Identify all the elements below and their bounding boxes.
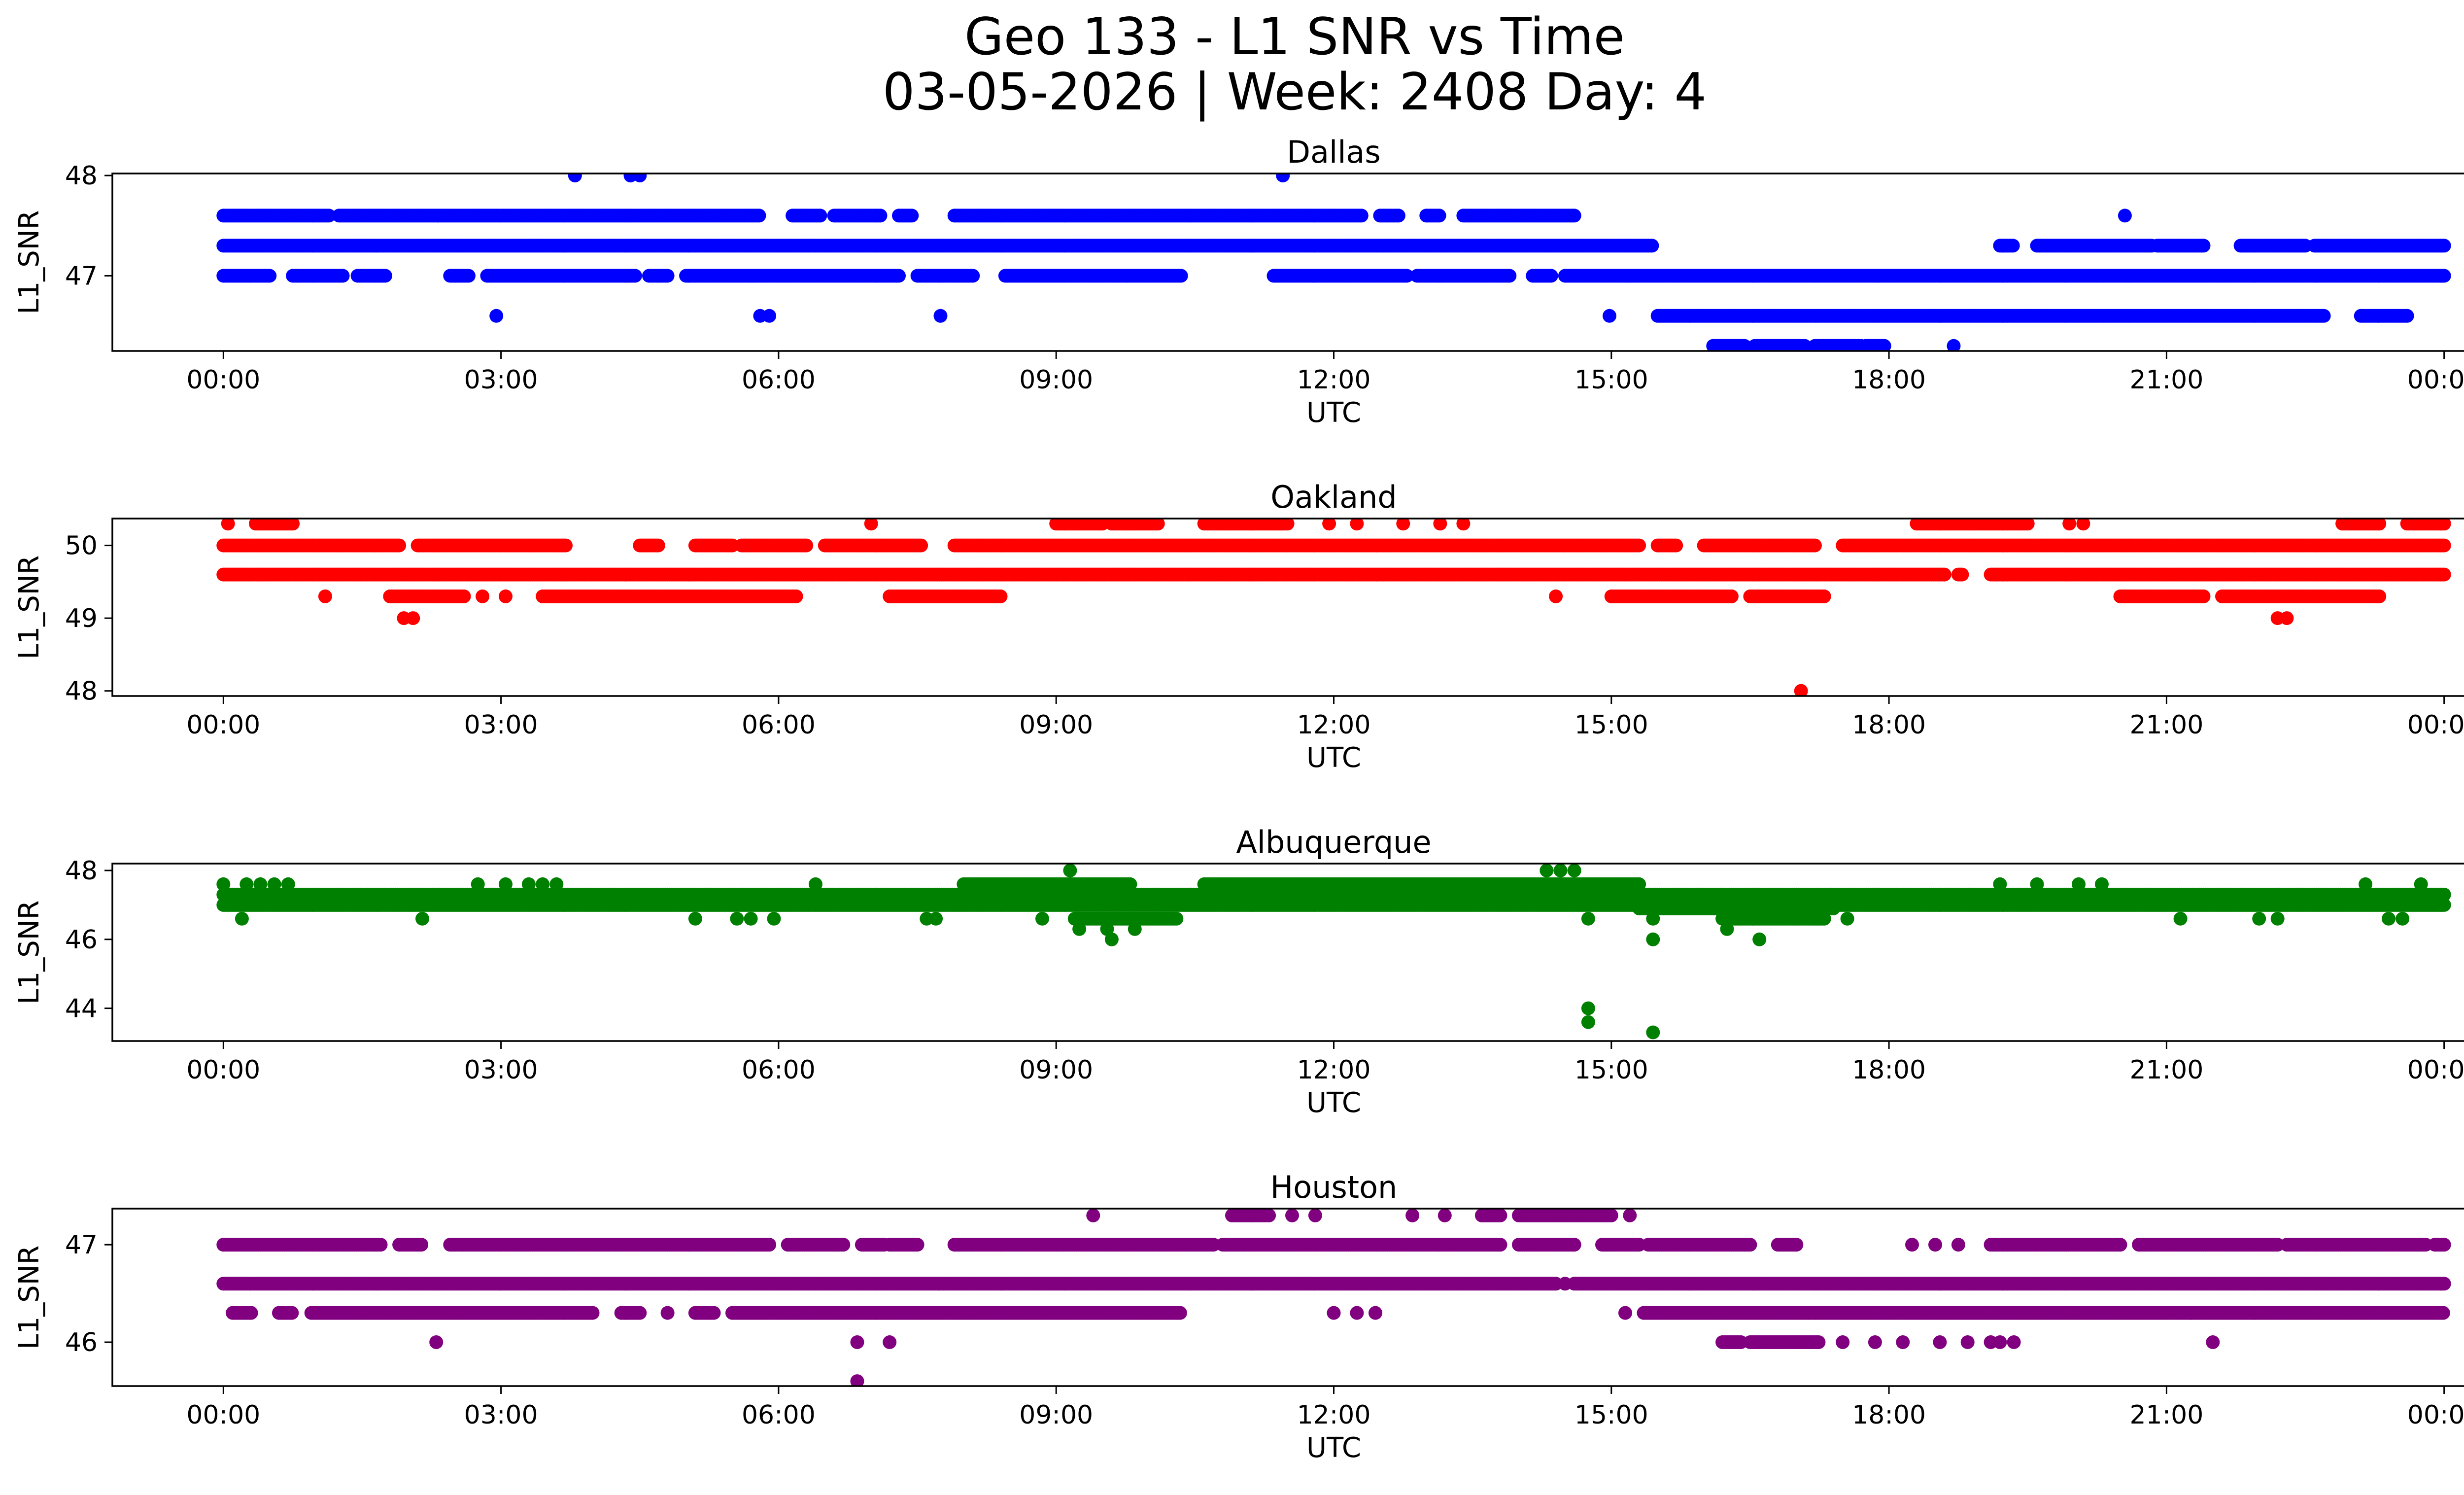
- data-point: [392, 538, 407, 553]
- data-point: [1947, 339, 1961, 351]
- data-point: [1432, 209, 1446, 223]
- data-point: [1955, 567, 1969, 582]
- subplot-dallas: Dallas 00:00 03:00 06:00 09:00 12:00 15:00 18:0…: [13, 134, 2464, 429]
- data-point: [905, 209, 919, 223]
- x-tick-label: 00:00: [186, 365, 260, 395]
- data-point: [1354, 209, 1369, 223]
- x-tick-label: 15:00: [1574, 365, 1648, 395]
- data-point: [1798, 339, 1812, 351]
- data-point: [461, 269, 476, 283]
- data-point: [1276, 174, 1290, 183]
- data-point: [914, 538, 928, 553]
- data-point: [336, 269, 350, 283]
- data-point: [378, 269, 392, 283]
- data-point: [1645, 239, 1659, 253]
- data-point: [1400, 269, 1414, 283]
- data-point: [1544, 269, 1558, 283]
- data-point: [559, 538, 573, 553]
- data-point: [628, 269, 642, 283]
- data-point: [1738, 339, 1752, 351]
- data-point: [633, 174, 647, 183]
- data-point: [322, 209, 336, 223]
- data-point: [892, 269, 906, 283]
- data-point: [2437, 269, 2451, 283]
- data-point: [489, 309, 504, 323]
- data-point: [813, 209, 827, 223]
- y-axis-label: L1_SNR: [13, 210, 45, 314]
- data-point: [1503, 269, 1517, 283]
- data-point: [2006, 239, 2020, 253]
- figure-title-line1: Geo 133 - L1 SNR vs Time: [964, 7, 1625, 67]
- data-point: [1174, 269, 1188, 283]
- data-series: [216, 519, 2451, 696]
- data-point: [1567, 209, 1581, 223]
- subplot-title: Oakland: [1270, 479, 1397, 515]
- data-point: [651, 538, 665, 553]
- x-tick-label: 00:00: [2407, 365, 2464, 395]
- data-point: [263, 269, 277, 283]
- data-point: [660, 269, 675, 283]
- subplot-panels: Dallas 00:00 03:00 06:00 09:00 12:00 15:00 18:0…: [13, 134, 2464, 1464]
- x-axis-label: UTC: [1306, 397, 1361, 429]
- data-point: [799, 538, 814, 553]
- x-tick-label: 09:00: [1019, 365, 1093, 395]
- y-tick-label: 48: [65, 161, 98, 191]
- data-point: [568, 174, 582, 183]
- figure-title-line2: 03-05-2026 | Week: 2408 Day: 4: [883, 63, 1707, 122]
- data-point: [1391, 209, 1405, 223]
- data-point: [873, 209, 888, 223]
- data-point: [933, 309, 948, 323]
- data-point: [2437, 567, 2451, 582]
- data-point: [2400, 309, 2414, 323]
- data-series: [216, 174, 2451, 351]
- x-tick-label: 18:00: [1852, 365, 1926, 395]
- data-point: [2118, 209, 2132, 223]
- data-point: [762, 309, 777, 323]
- x-tick-label: 21:00: [2129, 365, 2203, 395]
- x-tick-label: 06:00: [742, 365, 816, 395]
- data-point: [1603, 309, 1616, 323]
- x-tick-label: 12:00: [1297, 365, 1371, 395]
- data-point: [2437, 239, 2451, 253]
- data-point: [1877, 339, 1891, 351]
- x-tick-label: 03:00: [464, 365, 538, 395]
- data-point: [1937, 567, 1951, 582]
- data-point: [966, 269, 980, 283]
- y-tick-label: 47: [65, 261, 98, 291]
- data-point: [752, 209, 766, 223]
- data-point: [2317, 309, 2331, 323]
- data-point: [2196, 239, 2211, 253]
- subplot-title: Dallas: [1287, 134, 1380, 170]
